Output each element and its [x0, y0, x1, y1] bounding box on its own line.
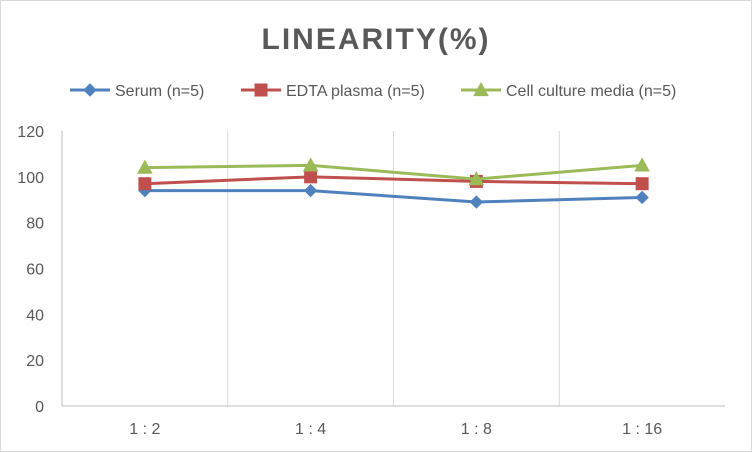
y-tick-label: 80 — [26, 216, 44, 233]
data-point — [303, 183, 318, 198]
legend-marker — [473, 81, 489, 97]
x-tick-label: 1 : 8 — [461, 421, 492, 438]
data-point — [304, 170, 318, 184]
y-tick-label: 0 — [35, 399, 44, 416]
legend-item: EDTA plasma (n=5) — [241, 83, 425, 100]
legend-label: Serum (n=5) — [115, 83, 204, 100]
legend-item: Cell culture media (n=5) — [461, 81, 676, 100]
legend-item: Serum (n=5) — [70, 83, 204, 100]
series-line — [144, 189, 643, 204]
legend-label: Cell culture media (n=5) — [506, 83, 676, 100]
x-tick-label: 1 : 16 — [622, 421, 662, 438]
x-tick-label: 1 : 2 — [129, 421, 160, 438]
data-point — [469, 195, 484, 209]
y-tick-label: 120 — [17, 124, 44, 141]
data-point — [137, 159, 153, 174]
data-point — [302, 157, 319, 172]
data-point — [635, 177, 649, 191]
x-axis-ticks: 1 : 2 1 : 4 1 : 8 1 : 16 — [129, 421, 662, 438]
data-point — [634, 157, 650, 172]
chart-legend: Serum (n=5) EDTA plasma (n=5) Cell culture… — [70, 81, 676, 100]
data-point — [635, 190, 649, 205]
axes — [61, 131, 725, 407]
chart-title: LINEARITY(%) — [262, 23, 491, 56]
legend-marker — [83, 83, 97, 97]
y-tick-label: 60 — [26, 262, 44, 279]
data-point — [138, 177, 152, 191]
series-line — [144, 175, 643, 186]
series-line — [144, 163, 643, 181]
y-tick-label: 100 — [17, 170, 44, 187]
y-axis-ticks: 0 20 40 60 80 100 120 — [17, 124, 44, 416]
legend-marker — [254, 83, 268, 97]
series-1 — [138, 183, 649, 209]
y-tick-label: 20 — [26, 353, 44, 370]
series-layer — [137, 157, 650, 209]
x-tick-label: 1 : 4 — [295, 421, 326, 438]
y-tick-label: 40 — [26, 307, 44, 324]
legend-label: EDTA plasma (n=5) — [286, 83, 425, 100]
vertical-gridlines — [227, 131, 560, 406]
series-3 — [137, 157, 650, 186]
data-point — [468, 171, 485, 186]
